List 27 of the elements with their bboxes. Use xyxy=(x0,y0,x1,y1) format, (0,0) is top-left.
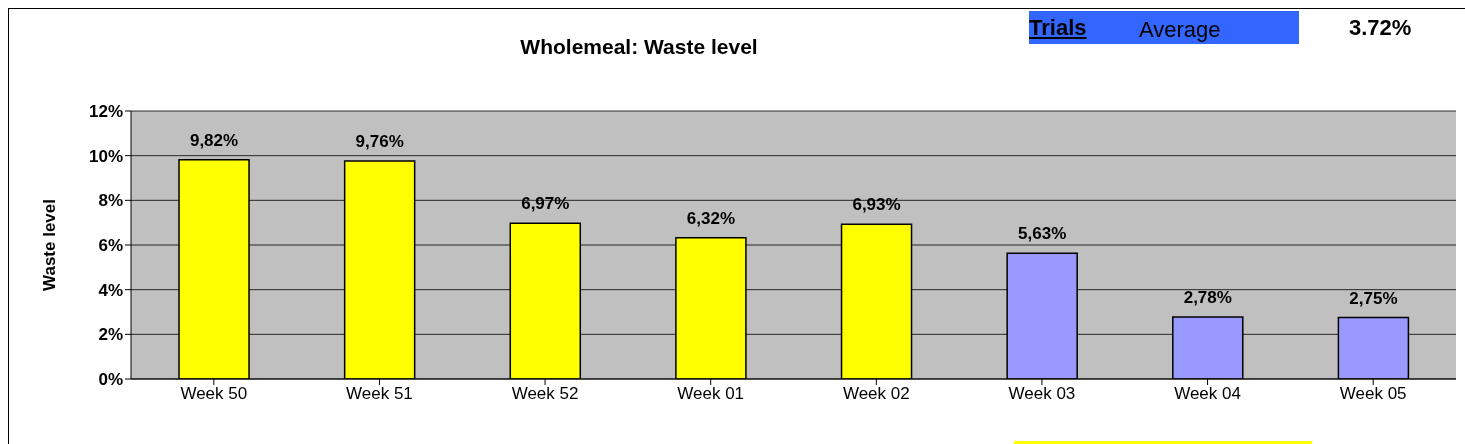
data-label: 6,93% xyxy=(852,195,901,215)
data-label: 6,32% xyxy=(686,208,736,228)
y-tick-label: 4% xyxy=(98,280,123,300)
data-label: 9,76% xyxy=(355,132,404,152)
x-tick-label: Week 03 xyxy=(1008,384,1076,404)
data-label: 5,63% xyxy=(1018,224,1067,244)
text: 3.72% xyxy=(1349,15,1412,41)
x-tick-label: Week 51 xyxy=(346,384,413,404)
x-tick-label: Week 50 xyxy=(180,384,248,404)
text: Average xyxy=(1139,17,1221,43)
y-tick-label: 0% xyxy=(98,370,123,390)
y-tick-label: 10% xyxy=(88,146,123,166)
y-tick-label: 8% xyxy=(98,191,123,211)
x-tick-label: Week 01 xyxy=(677,384,745,404)
data-label: 2,75% xyxy=(1349,288,1398,308)
text: Trials xyxy=(1029,15,1087,41)
data-label: 2,78% xyxy=(1183,287,1232,307)
y-tick-label: 6% xyxy=(98,236,123,256)
y-axis-title: Waste level xyxy=(40,199,60,291)
y-tick-label: 12% xyxy=(88,102,123,122)
y-tick-label: 2% xyxy=(98,325,123,345)
data-label: 9,82% xyxy=(189,130,239,150)
chart-title: Wholemeal: Waste level xyxy=(519,35,759,59)
x-tick-label: Week 52 xyxy=(511,384,579,404)
x-tick-label: Week 05 xyxy=(1339,384,1407,404)
x-tick-label: Week 02 xyxy=(842,384,910,404)
x-tick-label: Week 04 xyxy=(1174,384,1241,404)
